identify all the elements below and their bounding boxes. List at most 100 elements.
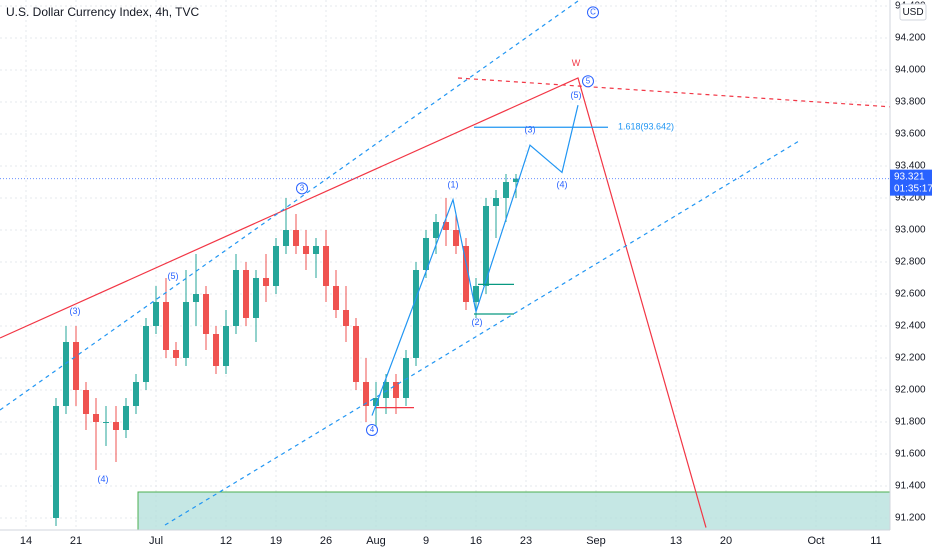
x-tick-label: 11 [870,535,881,547]
candle-body [483,206,489,286]
x-tick-label: Jul [149,535,163,547]
x-tick-label: Aug [366,535,386,547]
y-tick-label: 93.800 [895,97,926,108]
time-axis [0,530,932,550]
drawing-line [164,139,801,526]
drawing-line [371,105,579,416]
wave-label: 4 [370,425,375,434]
candle-body [263,278,269,286]
candle-body [423,238,429,270]
candle-body [433,222,439,238]
candle-body [463,246,469,302]
drawing-line [0,77,707,528]
candle-body [403,358,409,398]
y-tick-label: 92.600 [895,289,926,300]
candle-body [193,294,199,302]
y-tick-label: 92.800 [895,257,926,268]
y-tick-label: 93.400 [895,161,926,172]
y-tick-label: 93.000 [895,225,926,236]
wave-label: (4) [98,474,109,484]
price-axis [890,0,932,550]
x-tick-label: 9 [423,535,429,547]
x-tick-label: Oct [807,535,824,547]
candle-body [333,286,339,310]
drawing-line [457,77,890,108]
y-tick-label: 92.200 [895,353,926,364]
candle-body [493,198,499,206]
wave-label: (2) [472,317,483,327]
last-price: 93.321 [894,171,925,182]
x-tick-label: 14 [20,535,32,547]
last-price-badge [890,169,932,196]
candle-body [363,382,369,406]
y-tick-label: 93.600 [895,129,926,140]
y-tick-label: 92.400 [895,321,926,332]
wave-label: C [590,8,596,17]
x-tick-label: 13 [670,535,682,547]
candle-body [63,342,69,406]
wave-label: 1.618(93.642) [618,122,674,132]
candle-body [243,270,249,318]
wave-label: 5 [586,76,591,85]
candle-body [223,326,229,366]
candle-body [503,182,509,198]
wave-circle [296,182,308,195]
candle-body [73,342,79,390]
wave-circle [582,75,594,88]
y-tick-label: 91.600 [895,449,926,460]
candle-body [233,270,239,326]
wave-circle [587,6,599,19]
candle-body [303,246,309,254]
y-tick-label: 94.000 [895,65,926,76]
y-tick-label: 92.000 [895,385,926,396]
wave-label: (3) [525,124,536,134]
currency-badge[interactable] [899,3,927,21]
x-tick-label: 26 [320,535,332,547]
wave-circle [366,424,378,436]
candle-body [203,294,209,334]
candle-body [393,382,399,398]
wave-label: (5) [571,90,582,100]
currency: USD [902,7,923,18]
candle-body [93,414,99,422]
axes: 94.40094.20094.00093.80093.60093.40093.2… [20,1,932,547]
candle-body [53,406,59,518]
candle-body [163,302,169,350]
candle-body [373,398,379,406]
candle-body [343,310,349,326]
target-zone [137,491,890,530]
candle-body [103,422,109,423]
x-tick-label: 16 [470,535,482,547]
wave-label: (1) [448,180,459,190]
candle-body [293,230,299,246]
candle-body [113,422,119,430]
x-tick-label: 12 [220,535,232,547]
y-tick-label: 91.800 [895,417,926,428]
y-tick-label: 93.200 [895,193,926,204]
wave-label: 3 [300,184,305,193]
candle-body [453,230,459,246]
x-tick-label: 23 [520,535,532,547]
y-tick-label: 91.400 [895,481,926,492]
candle-body [253,278,259,318]
wave-label: W [572,58,581,68]
plot: (3) (5) 3 (4) 4 (1) (2) (3) (4) (5) 5W C 1.618(93.64… [0,0,890,530]
x-tick-label: Sep [586,535,606,547]
y-tick-label: 91.200 [895,513,926,524]
candle-body [353,326,359,382]
candle-body [443,222,449,230]
x-tick-label: 21 [70,535,82,547]
chart-title: U.S. Dollar Currency Index, 4h, TVC [6,5,200,19]
wave-label: (3) [70,306,81,316]
countdown: 01:35:17 [894,183,932,194]
candle-body [323,246,329,286]
drawing-line [0,0,581,411]
candle-body [513,178,519,182]
candle-body [173,350,179,358]
x-tick-label: 20 [720,535,732,547]
wave-label: (4) [557,180,568,190]
candle-body [383,382,389,398]
candle-body [283,230,289,246]
